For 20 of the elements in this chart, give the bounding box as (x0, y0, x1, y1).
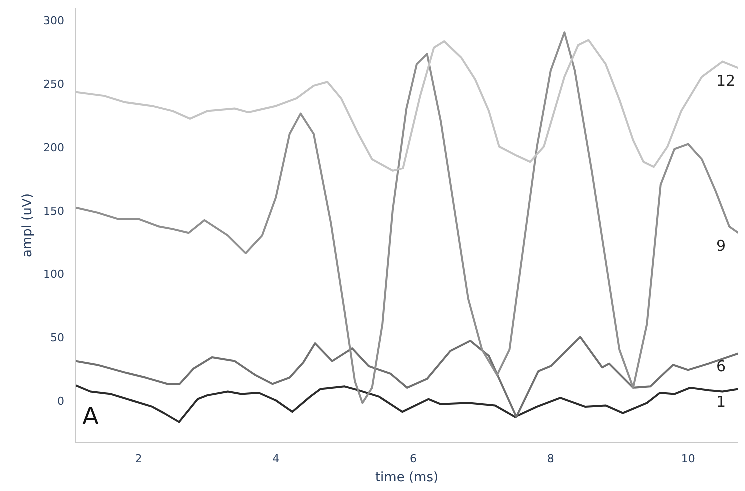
y-tick-label: 0 (58, 395, 64, 408)
series-label: 6 (716, 358, 726, 376)
x-tick-label: 8 (547, 452, 554, 466)
y-tick-label: 100 (44, 268, 65, 282)
line-series (76, 384, 738, 424)
series-label: 1 (716, 393, 726, 412)
y-tick-label: 250 (44, 78, 65, 91)
x-axis-title: time (ms) (375, 470, 439, 486)
series-label: 12 (716, 72, 736, 90)
x-tick-label: 10 (681, 452, 696, 466)
y-tick-label: 150 (44, 204, 65, 218)
annotation: A (82, 402, 100, 430)
y-tick-label: 50 (50, 332, 65, 345)
y-tick-label: 300 (44, 14, 65, 28)
y-tick-label: 200 (44, 141, 65, 154)
x-tick-label: 6 (410, 452, 418, 466)
series-label: 9 (716, 237, 726, 256)
x-tick-label: 2 (135, 452, 142, 466)
y-axis-title: ampl (uV) (20, 194, 36, 258)
x-tick-label: 4 (272, 452, 280, 466)
